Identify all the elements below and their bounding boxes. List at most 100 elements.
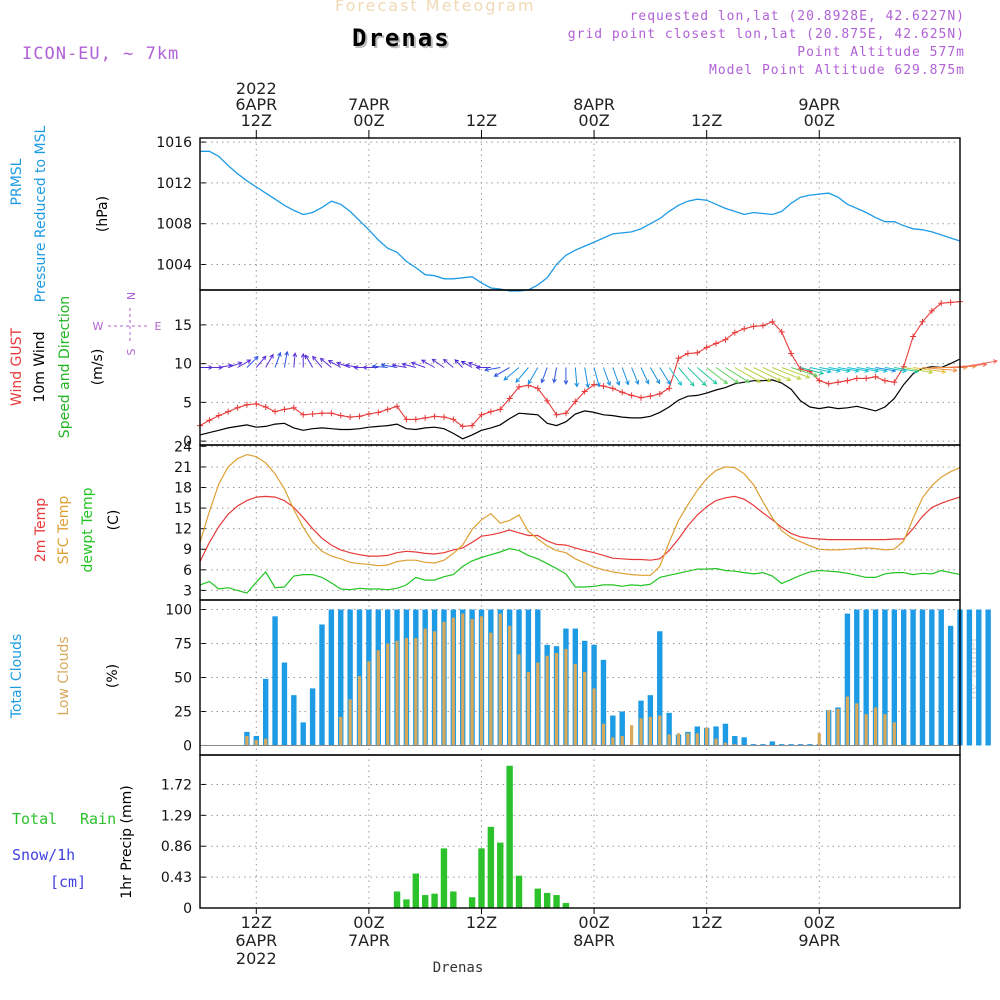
gust-marker bbox=[375, 409, 382, 416]
direction-axis-title: Speed and Direction bbox=[57, 296, 73, 438]
low-clouds-axis-title: Low Clouds bbox=[56, 636, 72, 715]
low-clouds-bar bbox=[536, 662, 540, 746]
wind-direction-arrow bbox=[781, 367, 811, 379]
rain-bar bbox=[468, 897, 476, 908]
low-clouds-bar bbox=[573, 663, 577, 746]
wind-direction-arrow bbox=[540, 367, 548, 384]
total-clouds-bar bbox=[750, 744, 757, 746]
bottom-time-label: 7APR bbox=[348, 931, 390, 950]
low-clouds-bar bbox=[470, 619, 474, 746]
low-clouds-bar bbox=[601, 723, 606, 746]
gust-marker bbox=[300, 411, 307, 418]
gust-marker bbox=[262, 404, 269, 411]
total-clouds-bar bbox=[309, 688, 316, 746]
wind-direction-arrow bbox=[593, 367, 601, 388]
wind-direction-arrow bbox=[410, 361, 426, 368]
total-clouds-axis-title: Total Clouds bbox=[9, 634, 25, 719]
dewpt-axis-title: dewpt Temp bbox=[80, 487, 96, 572]
rain-bar bbox=[553, 895, 560, 908]
gust-marker bbox=[215, 412, 222, 419]
wind-direction-arrow bbox=[612, 367, 621, 386]
gust-marker bbox=[234, 404, 241, 411]
total-clouds-bar bbox=[666, 712, 672, 746]
gust-marker bbox=[253, 400, 260, 407]
low-clouds-bar bbox=[357, 676, 362, 746]
low-clouds-bar bbox=[376, 650, 380, 746]
low-clouds-bar bbox=[348, 699, 352, 746]
total-clouds-bar bbox=[291, 695, 297, 746]
wind-series-line bbox=[199, 358, 961, 440]
gust-marker bbox=[553, 411, 560, 418]
low-clouds-bar bbox=[583, 672, 587, 746]
compass-east: E bbox=[155, 320, 162, 333]
wind-direction-arrow bbox=[515, 367, 529, 383]
total-clouds-bar bbox=[985, 609, 991, 746]
low-clouds-bar bbox=[733, 744, 737, 746]
wind-direction-arrow bbox=[304, 354, 314, 368]
wind-direction-arrow bbox=[809, 367, 832, 374]
wind-direction-arrow bbox=[246, 355, 259, 368]
wind-direction-arrow bbox=[300, 352, 306, 368]
bottom-time-label: 9APR bbox=[798, 931, 840, 950]
low-clouds-bar bbox=[676, 733, 681, 746]
rain-bar bbox=[403, 899, 410, 908]
total-clouds-bar bbox=[319, 624, 325, 746]
gust-marker bbox=[384, 406, 391, 413]
wind-direction-arrow bbox=[503, 367, 520, 381]
rain-bar bbox=[421, 895, 429, 908]
clouds-tick-label: 0 bbox=[183, 738, 192, 754]
low-clouds-bar bbox=[667, 734, 671, 746]
requested-coords: requested lon,lat (20.8928E, 42.6227N) bbox=[629, 9, 965, 24]
gust-marker bbox=[422, 414, 429, 421]
low-clouds-bar bbox=[845, 696, 850, 746]
low-clouds-bar bbox=[620, 735, 624, 746]
gust-marker bbox=[703, 344, 710, 351]
rain-label: Rain bbox=[80, 810, 116, 828]
total-clouds-bar bbox=[779, 744, 785, 746]
low-clouds-bar bbox=[855, 703, 859, 746]
gust-marker bbox=[722, 336, 729, 343]
wind-direction-arrow bbox=[659, 367, 671, 386]
wind-panel-frame bbox=[199, 289, 961, 446]
top-time-label: 12Z bbox=[466, 111, 497, 130]
top-time-label: 7APR bbox=[348, 95, 390, 114]
wind-direction-arrow bbox=[574, 367, 580, 388]
gust-marker bbox=[206, 417, 213, 424]
pressure-axis-subtitle: Pressure Reduced to MSL bbox=[33, 125, 49, 302]
low-clouds-bar bbox=[639, 718, 643, 746]
gust-marker bbox=[910, 333, 917, 340]
gust-marker bbox=[394, 403, 401, 410]
low-clouds-bar bbox=[892, 722, 896, 746]
rain-bar bbox=[562, 902, 570, 908]
gust-marker bbox=[581, 388, 588, 395]
compass-south: S bbox=[125, 348, 138, 355]
low-clouds-bar bbox=[592, 688, 596, 746]
total-clouds-bar bbox=[610, 715, 616, 746]
wind-direction-arrow bbox=[319, 357, 332, 368]
low-clouds-bar bbox=[508, 625, 512, 746]
gust-marker bbox=[469, 422, 476, 429]
gust-marker bbox=[356, 413, 363, 420]
wind-direction-arrow bbox=[715, 367, 740, 384]
wind-direction-arrow bbox=[903, 367, 934, 375]
wind-direction-arrow bbox=[420, 359, 435, 368]
wind-direction-arrow bbox=[312, 355, 323, 368]
wind-direction-arrow bbox=[454, 359, 464, 368]
low-clouds-bar bbox=[479, 616, 484, 746]
gust-marker bbox=[741, 325, 748, 332]
wind-axis-title: 10m Wind bbox=[32, 331, 48, 402]
total-clouds-bar bbox=[262, 678, 269, 746]
total-clouds-bar bbox=[976, 609, 982, 746]
total-clouds-bar bbox=[741, 737, 747, 746]
gust-marker bbox=[788, 350, 795, 357]
top-time-label: 2022 bbox=[236, 79, 277, 98]
low-clouds-bar bbox=[705, 727, 709, 746]
temperature-axis-unit: (C) bbox=[106, 510, 122, 531]
top-time-label: 00Z bbox=[353, 111, 384, 130]
wind-direction-arrow bbox=[734, 367, 762, 383]
sfctemp-series-line bbox=[199, 453, 961, 576]
gust-marker bbox=[506, 395, 513, 402]
gust-marker bbox=[365, 411, 372, 417]
gust-marker bbox=[591, 381, 598, 388]
low-clouds-bar bbox=[489, 632, 493, 746]
